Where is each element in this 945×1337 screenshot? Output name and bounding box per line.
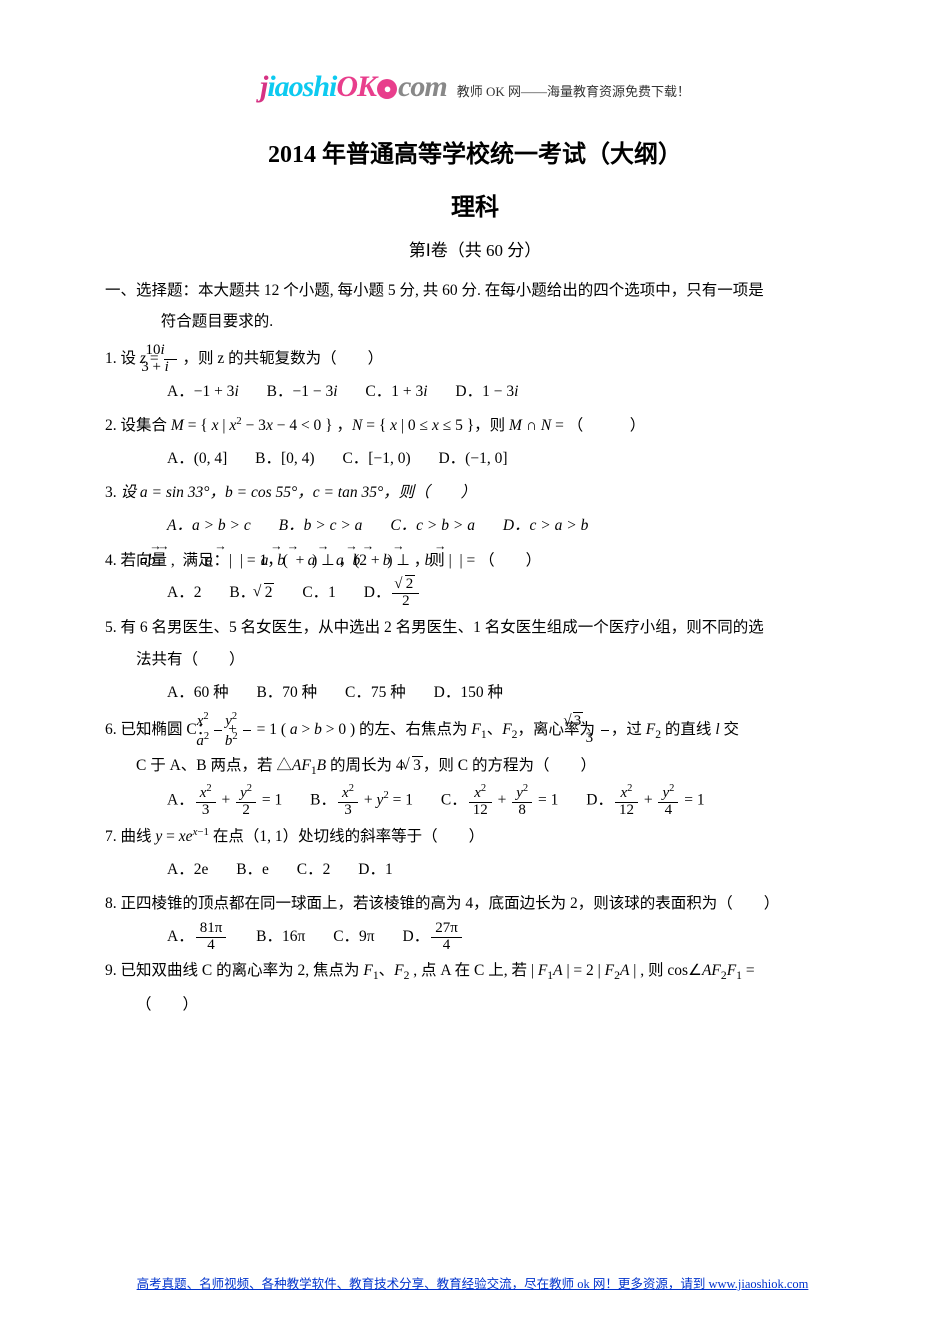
question-8: 8. 正四棱锥的顶点都在同一球面上，若该棱锥的高为 4，底面边长为 2，则该球的… (105, 888, 845, 953)
section-1-heading: 一、选择题：本大题共 12 个小题, 每小题 5 分, 共 60 分. 在每小题… (105, 275, 845, 337)
exam-subject: 理科 (105, 187, 845, 222)
exam-section: 第Ⅰ卷（共 60 分） (105, 236, 845, 261)
q1-stem: 1. 设 z = 10i3 + i ，则 z 的共轭复数为（ ） (105, 343, 845, 376)
q2-options: A．(0, 4] B．[0, 4) C．[−1, 0) D．(−1, 0] (105, 443, 845, 476)
question-7: 7. 曲线 y = xex−1 在点（1, 1）处切线的斜率等于（ ） A．2e… (105, 821, 845, 886)
question-2: 2. 设集合 M = { x | x2 − 3x − 4 < 0 } ，N = … (105, 410, 845, 475)
q2-stem: 2. 设集合 M = { x | x2 − 3x − 4 < 0 } ，N = … (105, 410, 845, 443)
question-1: 1. 设 z = 10i3 + i ，则 z 的共轭复数为（ ） A．−1 + … (105, 343, 845, 408)
heading-line2: 符合题目要求的. (105, 306, 845, 337)
question-4: 4. 若向量 a, b 满足：| a | = 1，( a + b ) ⊥ a，(… (105, 545, 845, 610)
heading-line1: 一、选择题：本大题共 12 个小题, 每小题 5 分, 共 60 分. 在每小题… (105, 282, 764, 299)
question-3: 3. 设 a = sin 33°，b = cos 55°，c = tan 35°… (105, 477, 845, 542)
site-logo: jiaoshiOK●com (260, 70, 447, 104)
question-9: 9. 已知双曲线 C 的离心率为 2, 焦点为 F1、F2 , 点 A 在 C … (105, 955, 845, 1021)
header-logo-row: jiaoshiOK●com 教师 OK 网——海量教育资源免费下载！ (105, 70, 845, 104)
exam-title: 2014 年普通高等学校统一考试（大纲） (105, 134, 845, 169)
question-5: 5. 有 6 名男医生、5 名女医生，从中选出 2 名男医生、1 名女医生组成一… (105, 612, 845, 710)
site-tagline: 教师 OK 网——海量教育资源免费下载！ (457, 81, 690, 100)
question-6: 6. 已知椭圆 C：x2a2 + y2b2 = 1 ( a > b > 0 ) … (105, 711, 845, 819)
q1-options: A．−1 + 3i B．−1 − 3i C．1 + 3i D．1 − 3i (105, 376, 845, 409)
page-footer: 高考真题、名师视频、各种教学软件、教育技术分享、教育经验交流，尽在教师 ok 网… (0, 1273, 945, 1292)
